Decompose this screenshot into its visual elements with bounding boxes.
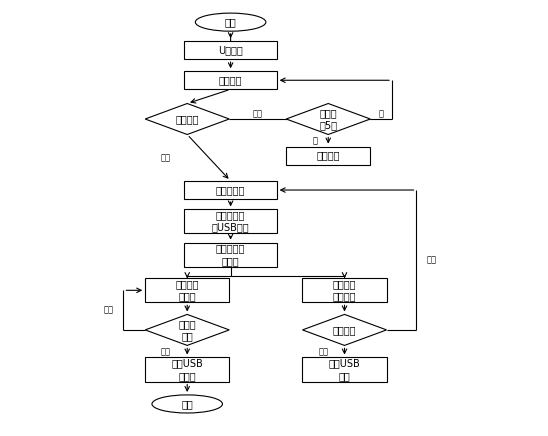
Polygon shape: [286, 103, 370, 134]
FancyBboxPatch shape: [302, 358, 386, 382]
Text: 取消: 取消: [426, 255, 436, 265]
Text: 销毁USB
设备: 销毁USB 设备: [329, 358, 361, 381]
Text: 发送验证码
及USB信息: 发送验证码 及USB信息: [212, 210, 249, 233]
Text: 正确: 正确: [161, 153, 171, 162]
Text: 产生验证码: 产生验证码: [216, 185, 246, 195]
Text: 口令验证: 口令验证: [175, 114, 199, 124]
Text: 用户查看短
信信息: 用户查看短 信信息: [216, 243, 246, 266]
Text: 结束: 结束: [181, 399, 193, 409]
FancyBboxPatch shape: [286, 146, 370, 165]
FancyBboxPatch shape: [185, 181, 277, 199]
Ellipse shape: [195, 13, 266, 31]
Text: 正确: 正确: [161, 347, 171, 356]
Text: 错误: 错误: [104, 306, 113, 315]
Text: 输入口令: 输入口令: [219, 75, 242, 85]
Text: 是否超
过5次: 是否超 过5次: [319, 108, 337, 130]
FancyBboxPatch shape: [185, 71, 277, 89]
FancyBboxPatch shape: [185, 209, 277, 234]
FancyBboxPatch shape: [145, 358, 229, 382]
Text: 错误: 错误: [253, 109, 262, 118]
Text: 启动USB
存储盘: 启动USB 存储盘: [172, 358, 203, 381]
Text: 错误处理: 错误处理: [317, 150, 340, 160]
Text: 命令确认: 命令确认: [333, 325, 356, 335]
Text: 验证码
检验: 验证码 检验: [179, 319, 196, 341]
Polygon shape: [145, 314, 229, 345]
Text: 开始: 开始: [225, 17, 237, 27]
Text: U盘插入: U盘插入: [218, 45, 243, 55]
Text: 确认: 确认: [318, 347, 328, 356]
FancyBboxPatch shape: [185, 242, 277, 267]
Ellipse shape: [152, 395, 222, 413]
Text: 用户输入
验证码: 用户输入 验证码: [175, 279, 199, 302]
Text: 是: 是: [379, 109, 384, 118]
FancyBboxPatch shape: [302, 278, 386, 303]
Polygon shape: [302, 314, 386, 345]
Text: 否: 否: [312, 136, 317, 145]
FancyBboxPatch shape: [185, 41, 277, 59]
Polygon shape: [145, 103, 229, 134]
Text: 用户回复
销毁命令: 用户回复 销毁命令: [333, 279, 356, 302]
FancyBboxPatch shape: [145, 278, 229, 303]
